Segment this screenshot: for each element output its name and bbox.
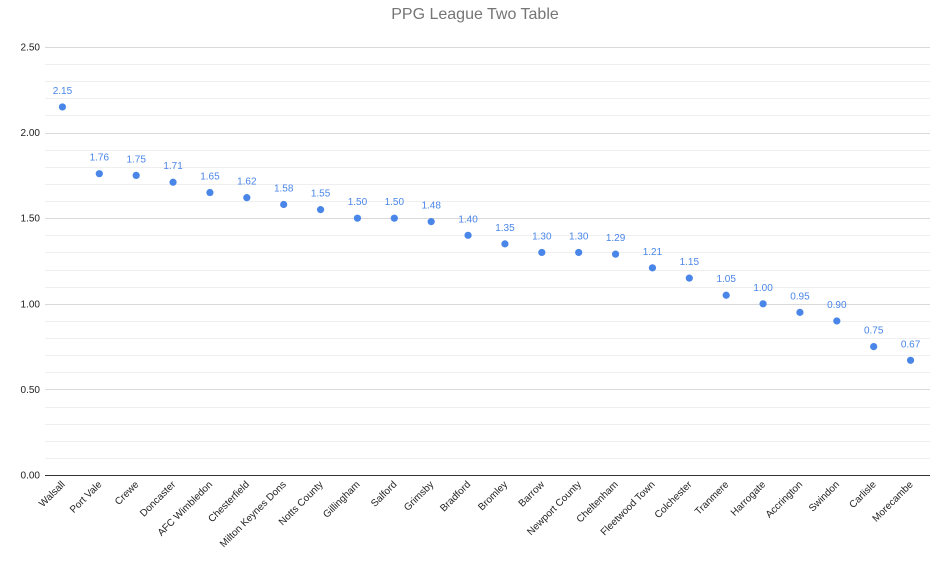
data-label: 1.21 bbox=[643, 247, 663, 258]
x-tick-label: Walsall bbox=[37, 479, 67, 509]
data-point bbox=[906, 356, 915, 364]
x-tick-label: Milton Keynes Dons bbox=[218, 479, 289, 550]
data-point bbox=[427, 218, 435, 226]
y-tick-label: 1.00 bbox=[21, 299, 41, 310]
x-tick-label: Carlisle bbox=[847, 479, 879, 511]
data-label: 1.15 bbox=[680, 257, 700, 268]
x-tick-label: Swindon bbox=[807, 479, 842, 514]
data-point bbox=[58, 103, 67, 111]
data-points bbox=[58, 103, 915, 364]
y-tick-label: 2.00 bbox=[21, 128, 41, 139]
data-point bbox=[169, 178, 177, 186]
data-label: 1.29 bbox=[606, 233, 626, 244]
data-label: 1.48 bbox=[421, 201, 441, 212]
data-point bbox=[280, 200, 288, 209]
x-tick-label: Salford bbox=[369, 479, 399, 509]
x-tick-label: Bromley bbox=[476, 479, 510, 513]
x-tick-label: Port Vale bbox=[68, 479, 105, 516]
x-tick-label: Grimsby bbox=[402, 479, 436, 513]
data-label: 1.40 bbox=[458, 214, 478, 225]
data-point bbox=[464, 231, 472, 239]
data-label: 1.00 bbox=[753, 283, 773, 294]
data-label: 1.71 bbox=[163, 161, 183, 172]
grid bbox=[45, 47, 930, 459]
data-label: 1.62 bbox=[237, 177, 257, 188]
data-label: 1.30 bbox=[569, 231, 589, 242]
x-tick-label: Colchester bbox=[653, 479, 695, 521]
data-label: 0.67 bbox=[901, 339, 921, 350]
data-point bbox=[243, 194, 251, 202]
data-point bbox=[132, 171, 140, 179]
data-point bbox=[870, 343, 878, 351]
x-tick-label: Barrow bbox=[517, 479, 548, 510]
y-tick-label: 0.50 bbox=[21, 385, 41, 396]
data-label: 1.35 bbox=[495, 223, 515, 234]
data-label: 1.76 bbox=[90, 153, 110, 164]
x-tick-label: Accrington bbox=[764, 479, 805, 520]
data-label: 1.50 bbox=[348, 197, 368, 208]
data-point bbox=[796, 308, 804, 316]
data-point bbox=[685, 274, 693, 282]
data-point bbox=[353, 214, 362, 222]
data-point bbox=[538, 248, 546, 257]
data-label: 1.55 bbox=[311, 189, 331, 200]
data-point bbox=[575, 248, 583, 257]
data-label: 1.05 bbox=[716, 274, 736, 285]
y-tick-label: 2.50 bbox=[21, 43, 41, 54]
x-tick-label: Crewe bbox=[113, 479, 142, 508]
data-point bbox=[95, 170, 103, 178]
data-point bbox=[648, 264, 657, 272]
data-point bbox=[611, 250, 620, 258]
y-tick-label: 0.00 bbox=[21, 471, 41, 482]
data-labels: 2.15 1.76 1.75 1.71 1.65 1.62 1.58 1.55 1.50 1.50… bbox=[53, 86, 921, 350]
data-label: 0.75 bbox=[864, 326, 884, 337]
data-point bbox=[316, 206, 325, 214]
data-label: 1.30 bbox=[532, 231, 552, 242]
y-axis-ticks: 0.00 0.50 1.00 1.50 2.00 2.50 bbox=[21, 43, 41, 482]
x-tick-label: Gillingham bbox=[321, 479, 362, 520]
data-label: 1.58 bbox=[274, 184, 294, 195]
data-point bbox=[501, 240, 509, 248]
x-tick-label: Bradford bbox=[438, 479, 473, 514]
data-label: 1.50 bbox=[385, 197, 405, 208]
data-label: 1.65 bbox=[200, 172, 220, 183]
data-label: 0.90 bbox=[827, 300, 847, 311]
data-point bbox=[759, 300, 767, 308]
data-label: 1.75 bbox=[126, 154, 146, 165]
x-tick-label: Tranmere bbox=[693, 479, 731, 517]
data-point bbox=[206, 188, 214, 197]
data-label: 2.15 bbox=[53, 86, 73, 97]
data-point bbox=[390, 214, 398, 222]
data-point bbox=[722, 291, 730, 299]
data-label: 0.95 bbox=[790, 291, 810, 302]
y-tick-label: 1.50 bbox=[21, 214, 41, 225]
x-tick-label: Harrogate bbox=[729, 479, 769, 519]
data-point bbox=[833, 317, 841, 325]
chart-title: PPG League Two Table bbox=[391, 6, 559, 23]
